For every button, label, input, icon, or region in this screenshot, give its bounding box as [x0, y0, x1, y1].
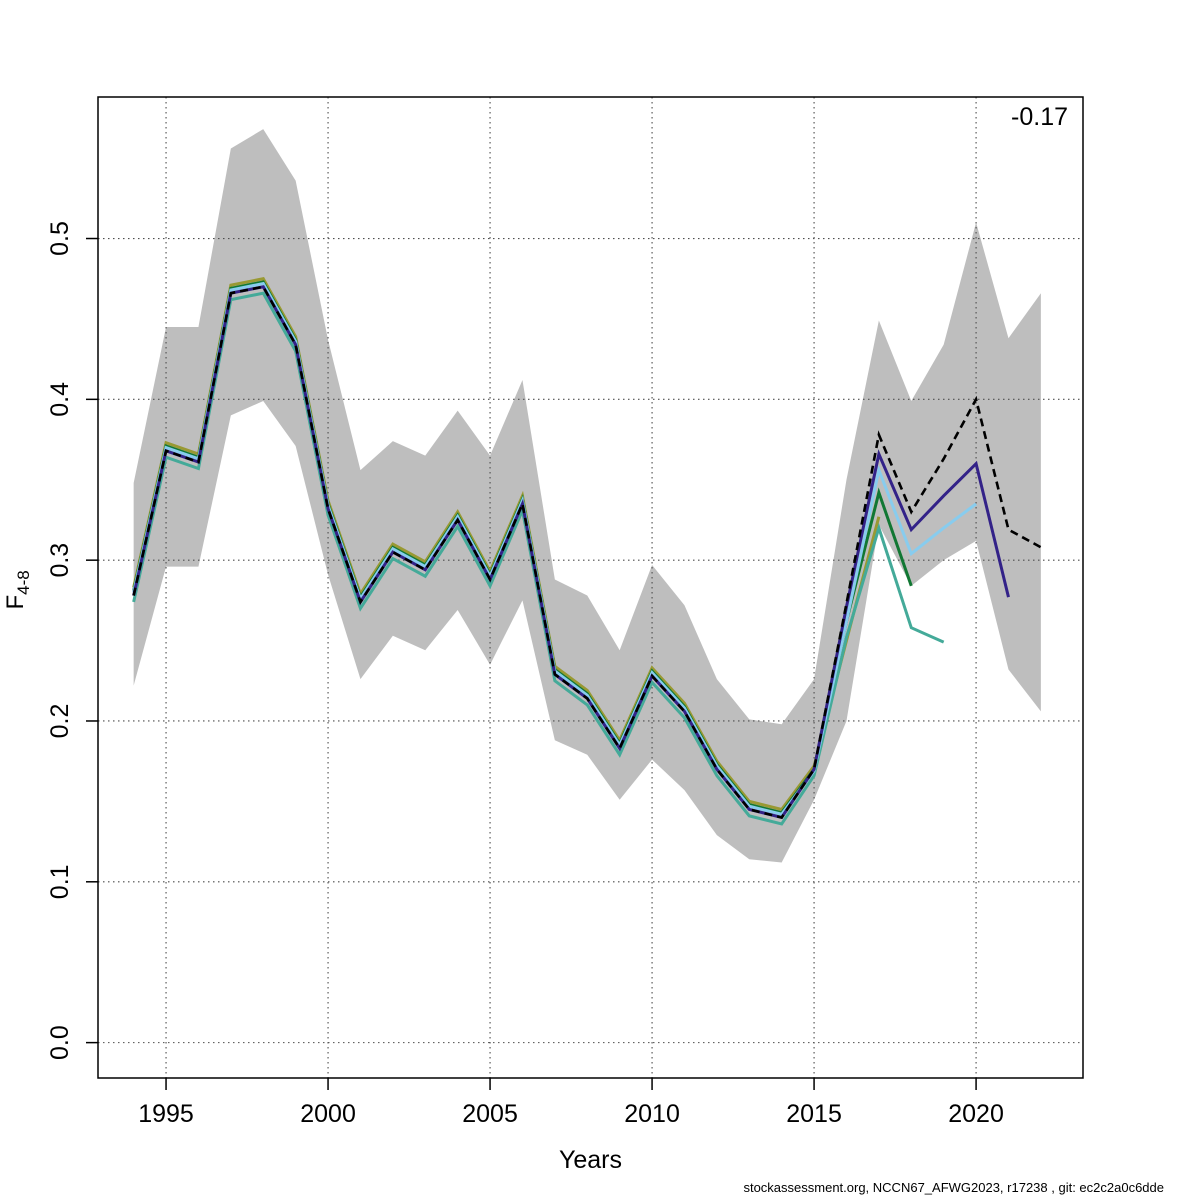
base-run-line: [132, 285, 1042, 819]
x-tick-label: 2005: [462, 1100, 518, 1128]
y-tick-label: 0.3: [46, 543, 74, 578]
y-tick-label: 0.2: [46, 704, 74, 739]
x-tick-label: 1995: [138, 1100, 194, 1128]
x-tick-label: 2000: [300, 1100, 356, 1128]
y-axis-title: F4-8: [2, 510, 34, 670]
x-tick-label: 2010: [624, 1100, 680, 1128]
plot-border: [97, 96, 1084, 1079]
mohns-rho-value: -0.17: [1011, 103, 1068, 131]
x-tick-label: 2020: [948, 1100, 1004, 1128]
x-tick-label: 2015: [786, 1100, 842, 1128]
footer-citation: stockassessment.org, NCCN67_AFWG2023, r1…: [743, 1180, 1164, 1195]
x-axis-title: Years: [558, 1146, 622, 1174]
y-tick-label: 0.0: [46, 1025, 74, 1060]
y-axis-title-sub: 4-8: [13, 570, 33, 595]
y-tick-label: 0.4: [46, 382, 74, 417]
y-tick-label: 0.1: [46, 864, 74, 899]
y-axis-title-main: F: [2, 594, 30, 610]
confidence-band: [133, 129, 1041, 863]
y-tick-label: 0.5: [46, 221, 74, 256]
